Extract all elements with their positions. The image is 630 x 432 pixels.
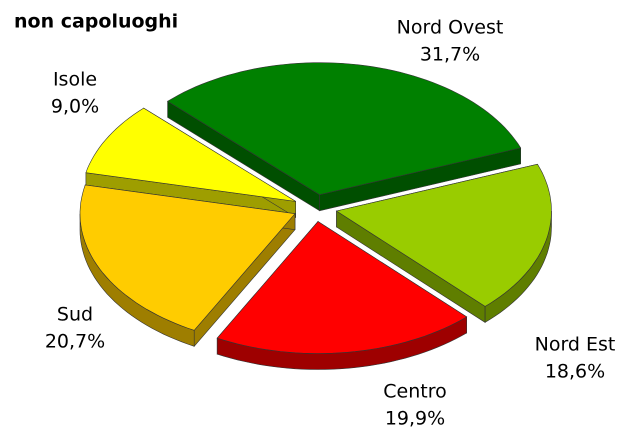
pie-slice [85,107,297,218]
slice-value-label: 9,0% [51,96,99,118]
chart-title: non capoluoghi [14,11,178,33]
pie-slice [216,220,468,370]
pie-slice [79,184,296,348]
slice-top [85,107,296,202]
slice-label: Sud [57,304,93,326]
slice-label: Centro [383,381,446,403]
slice-label: Isole [53,69,97,91]
slice-top [167,62,522,196]
slice-value-label: 19,9% [385,408,445,430]
slice-label: Nord Est [535,334,616,356]
slice-top [335,163,552,307]
slice-label: Nord Ovest [397,17,504,39]
pie-slice [335,163,552,323]
slice-top [79,184,296,331]
slice-value-label: 31,7% [420,44,480,66]
slice-top [216,221,468,354]
slice-value-label: 20,7% [45,331,105,353]
slice-value-label: 18,6% [545,361,605,383]
pie-slice [167,62,522,212]
